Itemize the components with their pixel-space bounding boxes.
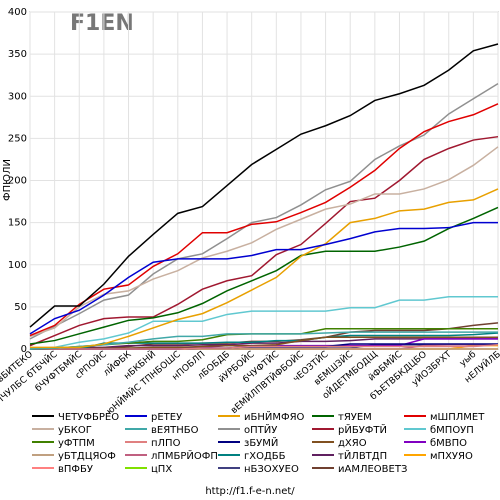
y-tick-label: 50 xyxy=(14,302,27,313)
legend-label: рЙБУФТЙ xyxy=(338,423,387,436)
legend-label: уБКОГ xyxy=(58,425,92,436)
legend-label: уФТПМ xyxy=(58,438,95,449)
legend-label: мПХУЯО xyxy=(430,451,473,462)
legend-label: иБНЙМФЯО xyxy=(244,410,305,423)
series-line xyxy=(30,344,499,350)
y-tick-label: 350 xyxy=(8,49,27,60)
y-tick-label: 200 xyxy=(8,176,27,187)
y-axis-label: ФПЮЛИ xyxy=(2,159,13,201)
legend-label: тЙЛВТДП xyxy=(338,449,387,462)
legend-label: нБЗОХУЕО xyxy=(244,464,299,475)
legend-label: гХОДББ xyxy=(244,451,286,462)
legend-label: мШПЛМЕТ xyxy=(430,412,485,423)
series-line xyxy=(29,82,499,340)
y-tick-label: 0 xyxy=(21,344,27,355)
series-line xyxy=(29,135,499,347)
series-line xyxy=(30,188,499,349)
legend-label: уБТДЦЯОФ xyxy=(58,451,116,462)
y-tick-label: 100 xyxy=(8,260,27,271)
legend-label: вПФБУ xyxy=(58,464,93,475)
legend-label: бМВПО xyxy=(430,438,467,449)
y-tick-label: 150 xyxy=(8,218,27,229)
series-line xyxy=(29,296,498,350)
legend-label: ЧЕТУФБРЕО xyxy=(58,412,119,423)
series-line xyxy=(29,331,498,350)
y-tick-label: 300 xyxy=(8,91,27,102)
legend-label: бМПОУП xyxy=(430,425,474,436)
logo: F1EN xyxy=(70,11,134,36)
series-line xyxy=(30,336,498,350)
legend-label: пЛПО xyxy=(151,438,181,449)
series-line xyxy=(29,43,499,328)
legend-label: дХЯО xyxy=(338,438,367,449)
series-line xyxy=(30,338,498,350)
y-tick-label: 250 xyxy=(8,133,27,144)
legend-label: цПХ xyxy=(151,464,172,475)
legend-label: вЕЯТНБО xyxy=(151,425,199,436)
legend-label: оПТЙУ xyxy=(244,423,277,436)
series-line xyxy=(29,206,499,345)
y-tick-label: 400 xyxy=(8,7,27,18)
legend-label: зБУМЙ xyxy=(244,436,278,449)
legend-label: рЕТЕУ xyxy=(151,412,182,423)
footer-url: http://f1.f-e-n.net/ xyxy=(205,486,295,497)
legend-label: тЯУЕМ xyxy=(338,412,372,423)
legend-label: лПМБРЙОФП xyxy=(151,449,218,462)
series-line xyxy=(29,146,499,338)
series-line xyxy=(29,103,499,337)
series-line xyxy=(29,221,498,335)
legend-label: иАМЛЕОВЕТЗ xyxy=(338,464,407,475)
